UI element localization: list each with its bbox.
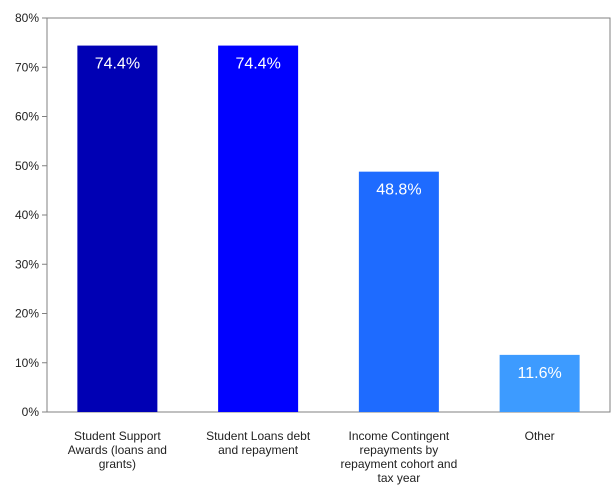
y-tick-label: 20% bbox=[15, 307, 39, 321]
x-tick-label: Student Support Awards (loans and grants) bbox=[68, 429, 167, 471]
y-axis: 0% 10% 20% 30% 40% 50% 60% 70% 80% bbox=[15, 11, 47, 419]
x-tick-label: Student Loans debt and repayment bbox=[206, 429, 311, 457]
y-tick-label: 80% bbox=[15, 11, 39, 25]
y-tick-label: 60% bbox=[15, 110, 39, 124]
bar bbox=[358, 171, 439, 412]
bar-value-label: 11.6% bbox=[518, 365, 562, 382]
x-tick-label: Income Contingent repayments by repayment … bbox=[341, 429, 458, 485]
bar bbox=[77, 45, 158, 413]
bar-value-label: 74.4% bbox=[235, 56, 280, 73]
x-axis-labels: Student Support Awards (loans and grants) S… bbox=[68, 429, 555, 485]
x-tick-label: Other bbox=[525, 429, 555, 443]
bar-value-label: 48.8% bbox=[376, 182, 421, 199]
bar-value-label: 74.4% bbox=[95, 56, 140, 73]
y-tick-label: 30% bbox=[15, 257, 39, 271]
bar bbox=[218, 45, 299, 413]
y-tick-label: 10% bbox=[15, 356, 39, 370]
y-tick-label: 40% bbox=[15, 208, 39, 222]
y-tick-label: 50% bbox=[15, 159, 39, 173]
y-tick-label: 70% bbox=[15, 60, 39, 74]
bar bbox=[499, 354, 580, 412]
y-tick-label: 0% bbox=[22, 405, 40, 419]
bar-value-labels: 74.4% 74.4% 48.8% 11.6% bbox=[95, 56, 562, 382]
bars bbox=[77, 45, 580, 413]
